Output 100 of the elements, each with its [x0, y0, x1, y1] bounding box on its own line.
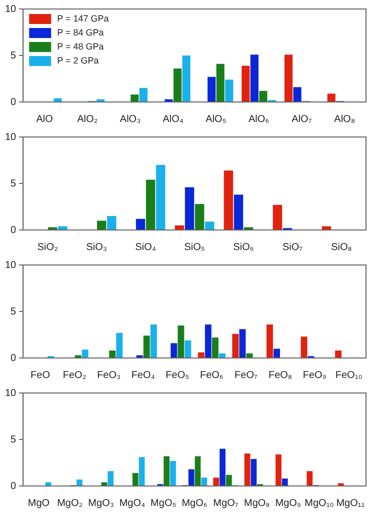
bar: [170, 460, 176, 486]
bar: [173, 68, 182, 102]
x-tick-label: MgO₆: [182, 498, 208, 509]
bar: [204, 324, 212, 358]
bar: [284, 54, 293, 102]
bar: [225, 80, 234, 102]
bar: [306, 471, 313, 486]
bar: [182, 56, 190, 102]
bar: [146, 180, 156, 230]
bar: [188, 469, 194, 486]
x-tick-label: FeO₆: [200, 370, 224, 381]
x-tick-label: MgO₁₁: [336, 498, 366, 509]
bar: [198, 352, 204, 358]
x-tick-label: SiO₄: [135, 242, 156, 253]
bar: [54, 98, 62, 102]
bar: [246, 353, 253, 358]
bar: [232, 334, 239, 358]
bar: [208, 76, 216, 102]
x-tick-label: SiO₃: [86, 242, 107, 253]
x-tick-label: FeO₄: [131, 370, 155, 381]
bar: [244, 453, 250, 486]
bar: [116, 332, 123, 358]
bar: [276, 454, 282, 486]
x-tick-label: FeO₉: [302, 370, 326, 381]
x-tick-label: SiO₈: [331, 242, 352, 253]
legend-label: P = 84 GPa: [57, 27, 104, 38]
x-tick-label: MgO₃: [88, 498, 114, 509]
bar: [194, 456, 201, 486]
y-tick-label: 10: [5, 388, 17, 399]
x-tick-label: SiO₇: [282, 242, 304, 253]
bar: [136, 218, 146, 230]
x-tick-label: AlO₃: [120, 114, 141, 125]
x-tick-label: AlO₆: [248, 114, 270, 125]
y-tick-label: 10: [5, 260, 17, 271]
bar: [201, 478, 208, 486]
bar: [300, 336, 308, 358]
x-tick-label: FeO₅: [166, 370, 190, 381]
x-tick-label: AlO₈: [334, 114, 355, 125]
bar: [184, 340, 192, 358]
x-tick-label: MgO₇: [213, 498, 239, 509]
bar: [107, 216, 116, 230]
legend-label: P = 147 GPa: [57, 13, 109, 24]
bar: [138, 457, 145, 486]
y-tick-label: 0: [10, 96, 17, 108]
bar: [224, 170, 234, 230]
x-tick-label: AlO₅: [206, 114, 226, 125]
bar: [174, 225, 184, 230]
bar: [178, 325, 184, 358]
x-tick-label: AlO: [36, 114, 54, 125]
x-tick-label: MgO₉: [275, 498, 301, 509]
bar: [143, 336, 150, 358]
bar: [272, 204, 282, 230]
x-tick-label: SiO₆: [233, 242, 254, 253]
y-tick-label: 10: [5, 4, 17, 15]
y-tick-label: 5: [10, 178, 17, 190]
x-tick-label: FeO₁₀: [335, 370, 362, 381]
bar: [216, 64, 224, 102]
bar: [139, 88, 148, 102]
bar: [242, 66, 250, 102]
bar: [150, 324, 157, 358]
y-tick-label: 5: [10, 50, 17, 62]
bar: [194, 204, 204, 230]
bar: [213, 478, 220, 486]
bar: [327, 94, 336, 102]
bar: [282, 478, 288, 486]
x-tick-label: FeO₂: [62, 370, 86, 381]
y-tick-label: 10: [5, 132, 17, 143]
y-tick-label: 0: [10, 480, 17, 492]
x-tick-label: AlO₄: [162, 114, 184, 125]
bar: [109, 350, 116, 358]
bar: [212, 338, 218, 358]
legend-label: P = 2 GPa: [57, 55, 99, 66]
bar: [108, 471, 114, 486]
x-tick-label: FeO₃: [97, 370, 121, 381]
bar: [164, 456, 170, 486]
x-tick-label: FeO₈: [268, 370, 292, 381]
bar: [226, 474, 232, 486]
bar: [205, 222, 214, 230]
bar: [274, 348, 280, 358]
bar: [76, 479, 82, 486]
bar: [156, 164, 166, 230]
x-tick-label: MgO₈: [244, 498, 270, 509]
y-tick-label: 0: [10, 224, 17, 236]
bar: [250, 459, 257, 486]
bar: [58, 226, 68, 230]
bar: [132, 472, 138, 486]
y-tick-label: 0: [10, 352, 17, 364]
x-tick-label: SiO₂: [37, 242, 58, 253]
x-tick-label: FeO₇: [234, 370, 258, 381]
bar: [322, 226, 332, 230]
bar: [250, 54, 258, 102]
bar: [184, 187, 194, 230]
bar: [239, 329, 246, 358]
x-tick-label: SiO₅: [184, 242, 205, 253]
bar: [82, 350, 88, 358]
bar: [219, 353, 226, 358]
x-tick-label: MgO₁₀: [304, 498, 334, 509]
x-tick-label: MgO: [28, 498, 50, 509]
y-tick-label: 5: [10, 434, 17, 446]
bar: [97, 220, 106, 230]
